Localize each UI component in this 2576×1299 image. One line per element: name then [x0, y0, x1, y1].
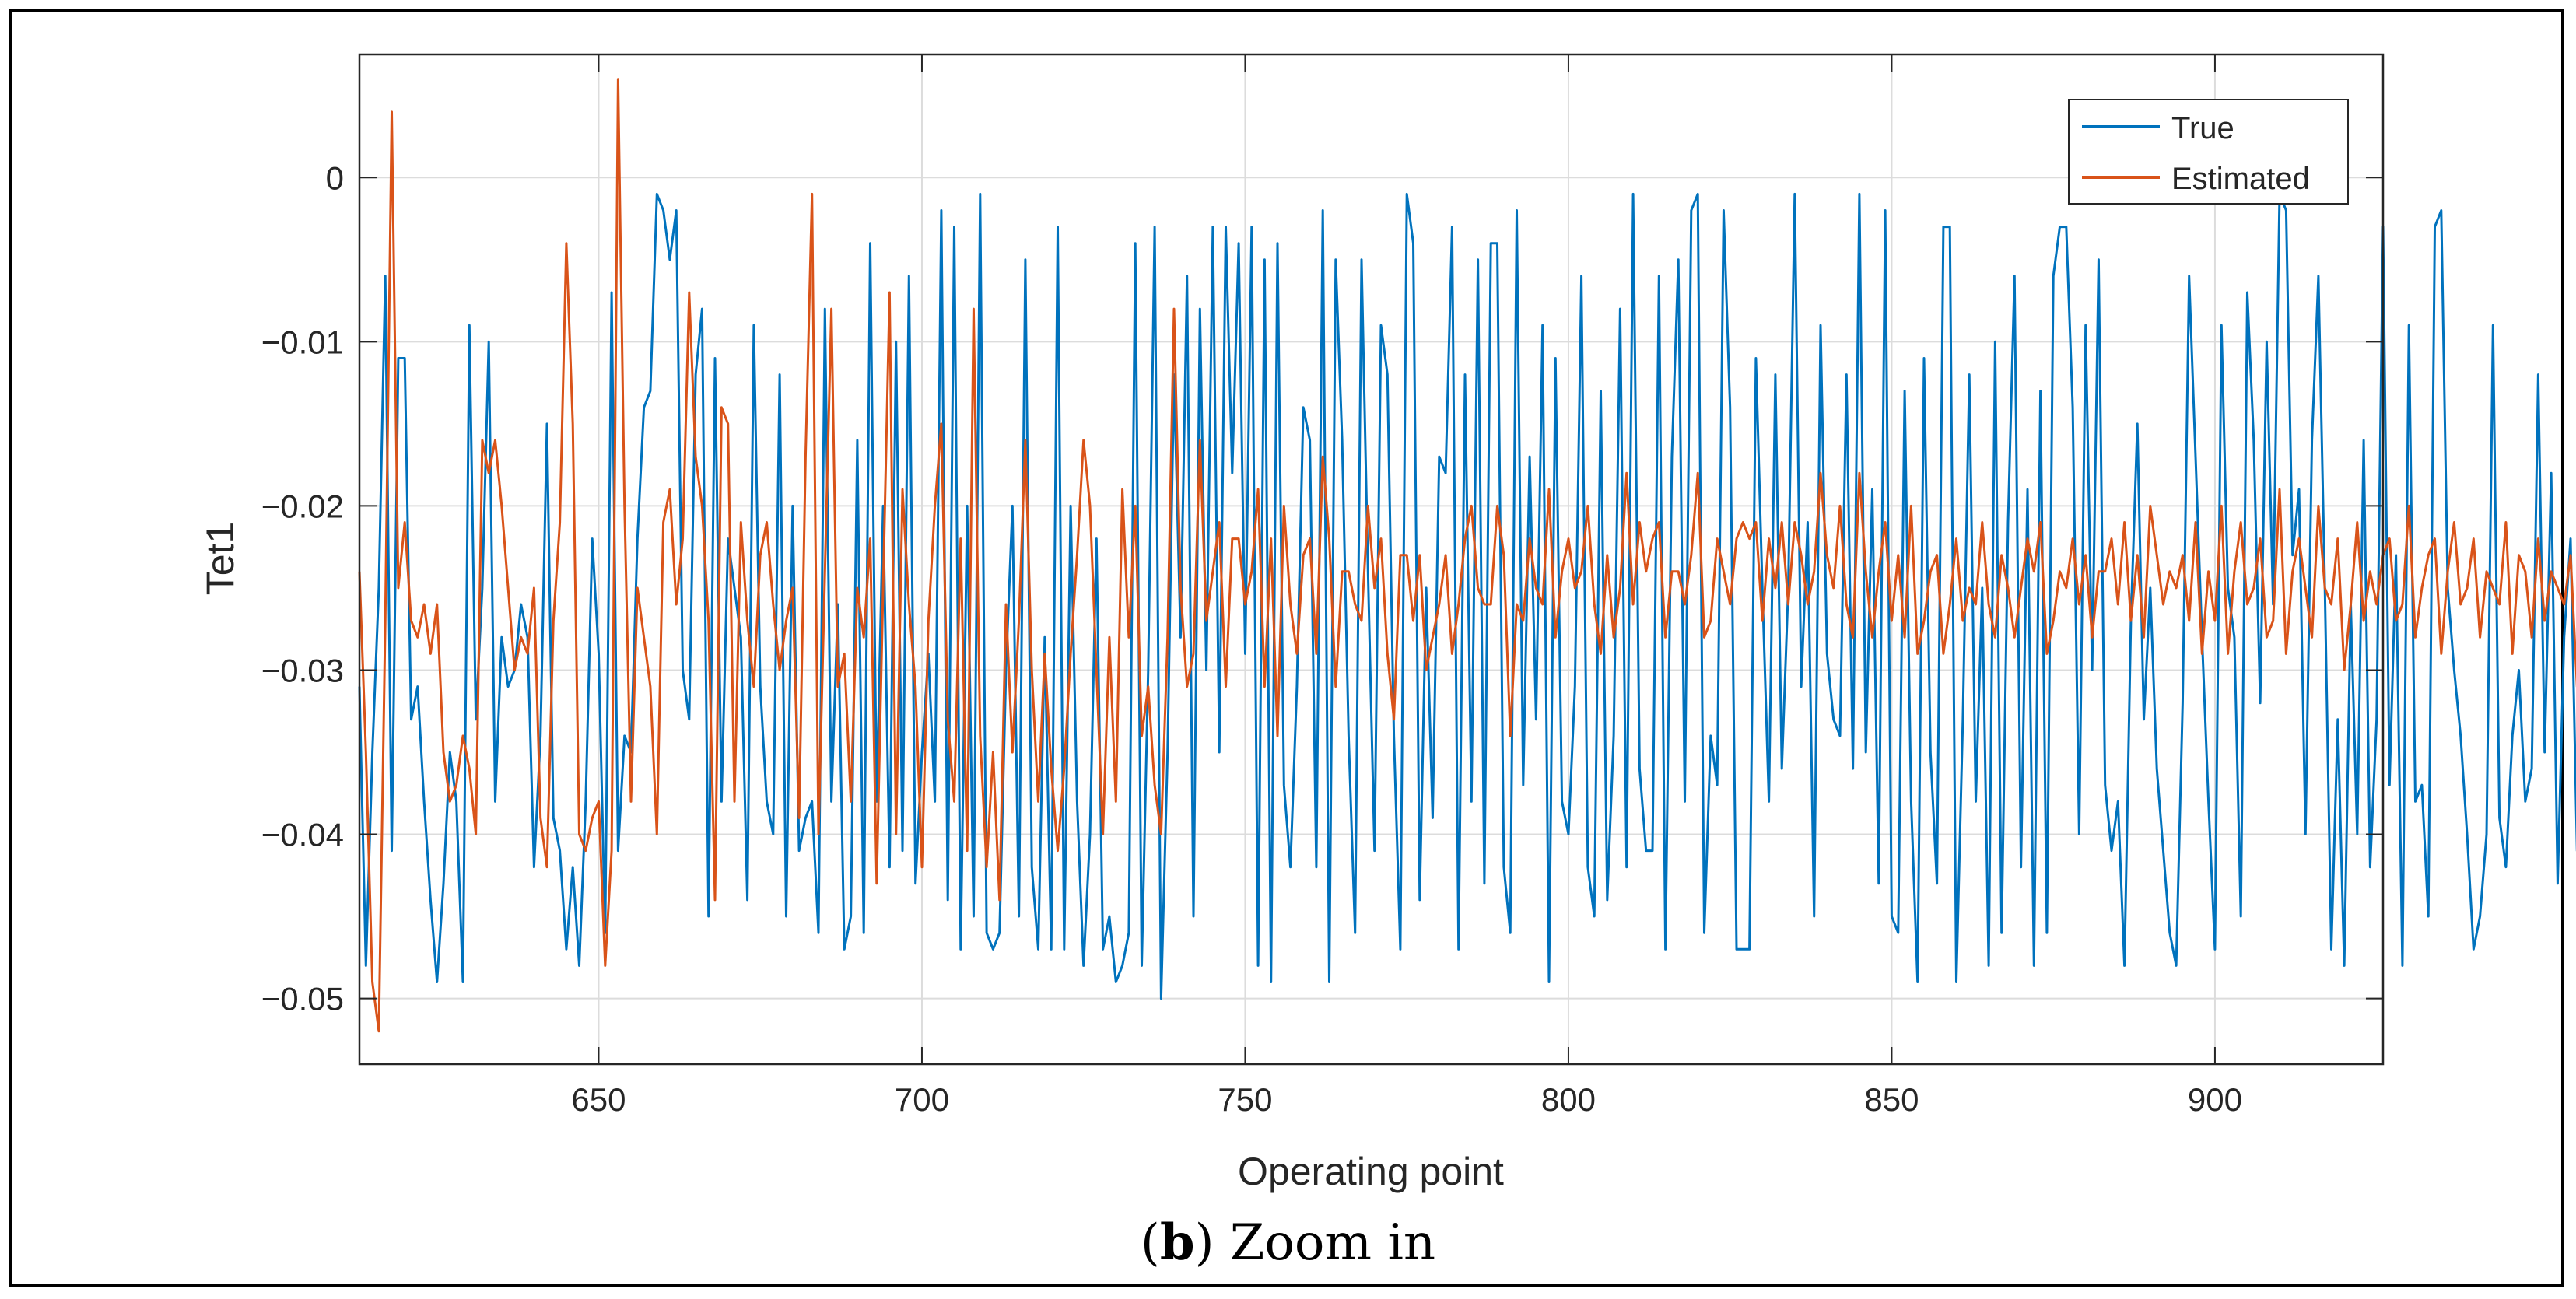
- x-tick-label: 800: [1541, 1081, 1596, 1118]
- legend-label-true: True: [2171, 111, 2234, 145]
- x-tick-label: 700: [895, 1081, 949, 1118]
- data-series: [358, 78, 2576, 1033]
- figure-caption: (b) Zoom in: [1140, 1213, 1436, 1272]
- series-line-true: [358, 192, 2576, 1000]
- y-axis-label: Tet1: [198, 522, 242, 596]
- legend-label-estimated: Estimated: [2171, 162, 2310, 196]
- legend: True Estimated: [2068, 99, 2349, 205]
- x-tick-label: 850: [1864, 1081, 1919, 1118]
- y-tick-label: −0.02: [261, 488, 344, 524]
- y-tick-label: −0.01: [261, 324, 344, 360]
- x-axis-label: Operating point: [1238, 1150, 1504, 1193]
- y-tick-label: 0: [326, 159, 344, 196]
- plot-axes-box: [358, 53, 2385, 1066]
- x-tick-label: 900: [2188, 1081, 2242, 1118]
- y-tick-label: −0.05: [261, 981, 344, 1017]
- x-tick-label: 750: [1218, 1081, 1272, 1118]
- caption-letter: b: [1159, 1213, 1195, 1272]
- series-line-estimated: [358, 78, 2576, 1033]
- axis-ticks: 650 700 750 800 850 900 −0.05 −0.04 −0.03 −0.02 −0…: [261, 54, 2383, 1118]
- y-tick-label: −0.04: [261, 817, 344, 853]
- grid-lines: [359, 54, 2383, 1064]
- y-tick-label: −0.03: [261, 652, 344, 688]
- caption-text: Zoom in: [1229, 1214, 1436, 1272]
- legend-box: [2068, 99, 2349, 205]
- x-tick-label: 650: [571, 1081, 626, 1118]
